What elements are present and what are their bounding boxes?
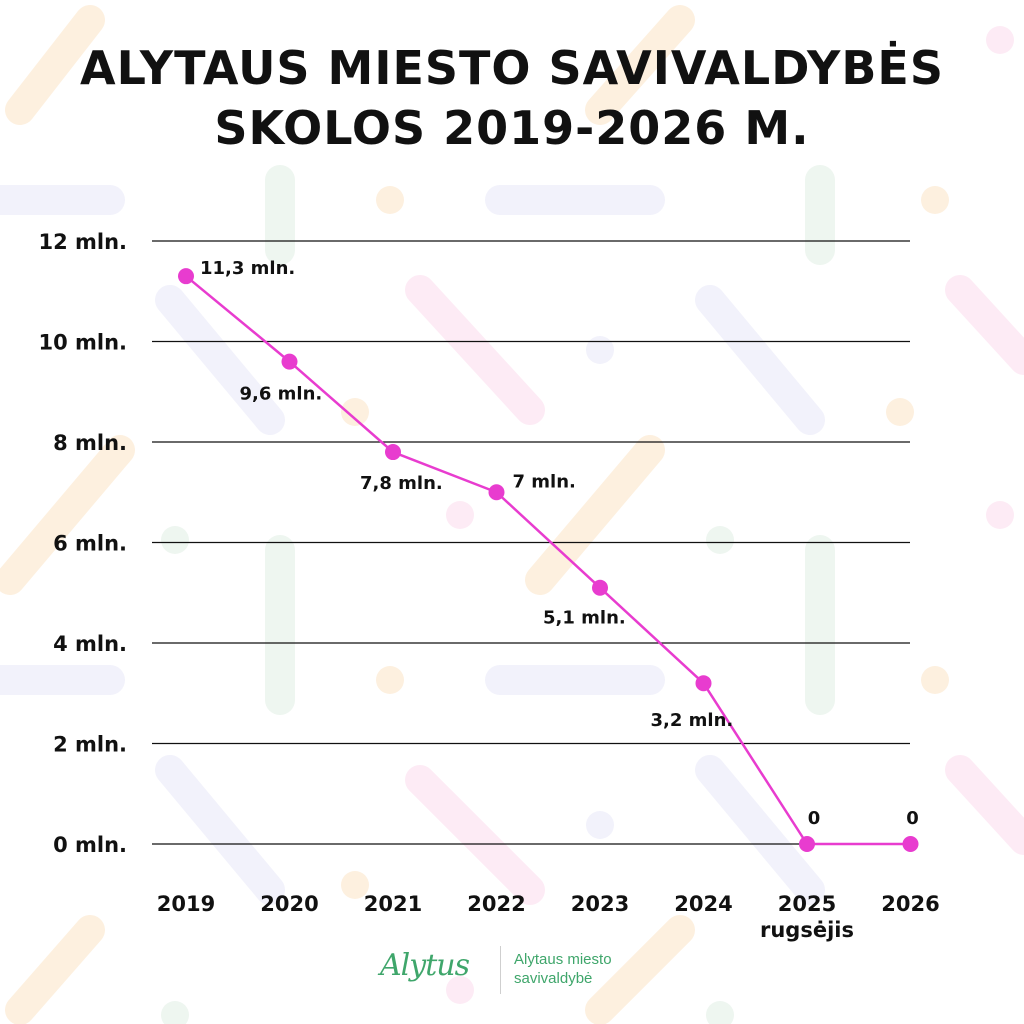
data-point [385,444,401,461]
footer-divider [500,946,501,994]
x-tick-label: 2026 [881,892,939,916]
x-tick-label: 2022 [467,892,525,916]
x-tick-label: 2023 [571,892,629,916]
data-point [695,675,712,692]
org-name-line-2: savivaldybė [514,970,593,987]
title-line-2: SKOLOS 2019-2026 M. [214,101,810,155]
x-tick-label: 2019 [157,892,215,916]
x-tick-label: 2025 [778,892,836,916]
data-point [488,484,505,501]
org-name-line-1: Alytaus miesto [514,951,612,968]
series-line-layer [185,275,911,846]
y-tick-label: 6 mln. [53,532,127,556]
x-tick-label: 2020 [260,892,318,916]
data-points [178,268,919,852]
data-label: 0 [808,808,821,829]
data-label: 11,3 mln. [200,258,295,279]
data-point [902,836,919,852]
data-label: 9,6 mln. [240,384,323,405]
title-line-1: ALYTAUS MIESTO SAVIVALDYBĖS [80,41,944,95]
data-label: 0 [906,808,919,829]
data-point [178,268,194,285]
y-tick-label: 12 mln. [38,230,127,254]
y-tick-label: 0 mln. [53,833,127,857]
alytus-logo: Alytus [380,948,470,983]
data-label: 5,1 mln. [543,608,626,629]
x-tick-sublabel: rugsėjis [760,918,854,942]
x-tick-label: 2024 [674,892,732,916]
data-labels: 11,3 mln. 9,6 mln. 7,8 mln. 7 mln. 5,1 mln. 3… [200,258,919,829]
grid-lines [152,240,910,845]
page-title: ALYTAUS MIESTO SAVIVALDYBĖS SKOLOS 2019-… [0,38,1024,158]
data-point [281,353,298,370]
data-point [799,836,815,852]
x-tick-label: 2021 [364,892,422,916]
data-label: 7 mln. [513,471,576,492]
y-tick-label: 10 mln. [38,331,127,355]
data-point [592,579,608,596]
data-label: 7,8 mln. [360,473,443,494]
data-label: 3,2 mln. [651,710,734,731]
organization-name: Alytaus miesto savivaldybė [514,950,612,988]
y-axis-tick-labels: 0 mln. 2 mln. 4 mln. 6 mln. 8 mln. 10 mln. 12 … [38,230,127,857]
y-tick-label: 2 mln. [53,733,127,757]
series-line [185,275,911,846]
footer-branding: Alytus Alytaus miesto savivaldybė [380,942,660,1002]
y-tick-label: 4 mln. [53,632,127,656]
y-tick-label: 8 mln. [53,431,127,455]
